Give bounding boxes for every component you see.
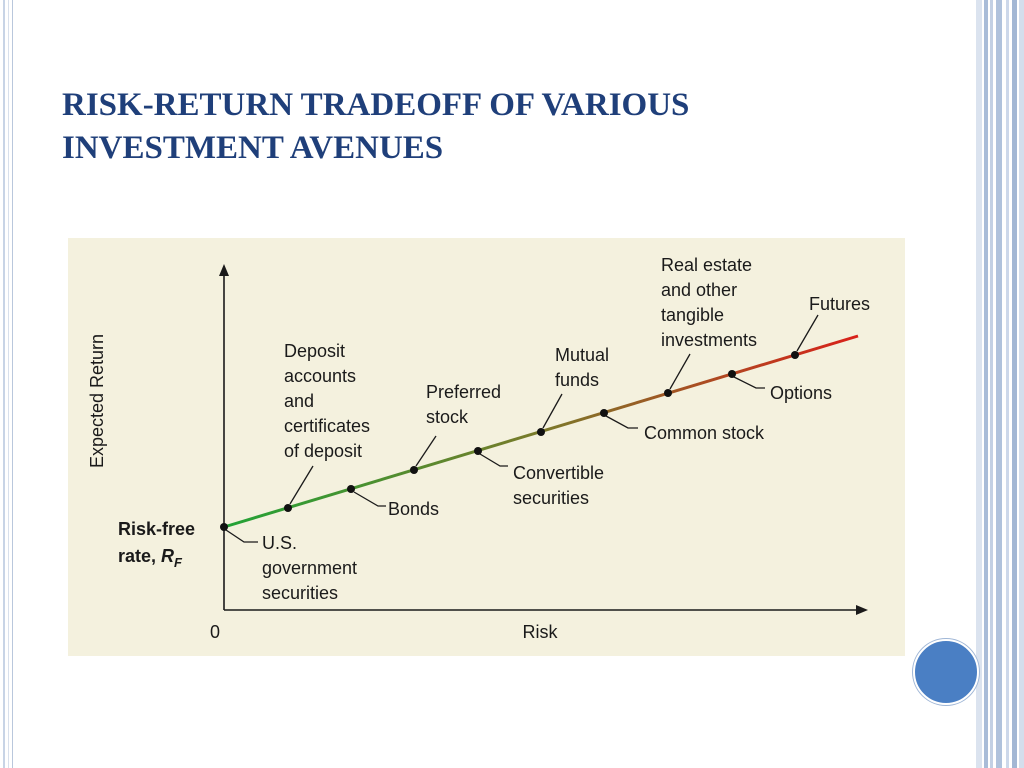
leader-real-estate bbox=[669, 353, 691, 390]
leader-options bbox=[733, 376, 765, 389]
leader-convertible bbox=[479, 453, 508, 467]
slide-title: RISK-RETURN TRADEOFF OF VARIOUS INVESTME… bbox=[62, 84, 862, 170]
risk-return-diagram: Expected Return Risk 0 Risk-free rate, R… bbox=[87, 255, 870, 642]
leader-common bbox=[605, 415, 638, 429]
right-frame-border bbox=[976, 0, 1024, 768]
point-common-stock bbox=[600, 409, 608, 417]
decorative-circle-icon bbox=[913, 639, 979, 705]
y-axis-label: Expected Return bbox=[87, 334, 107, 468]
left-frame-border bbox=[0, 0, 13, 768]
label-futures: Futures bbox=[809, 294, 870, 314]
point-preferred-stock bbox=[410, 466, 418, 474]
point-mutual-funds bbox=[537, 428, 545, 436]
point-deposit bbox=[284, 504, 292, 512]
leader-mutual bbox=[542, 393, 563, 429]
x-axis-label: Risk bbox=[523, 622, 559, 642]
slide-title-line-1: RISK-RETURN TRADEOFF OF VARIOUS bbox=[62, 87, 690, 123]
point-convertible bbox=[474, 447, 482, 455]
point-options bbox=[728, 370, 736, 378]
leader-futures bbox=[796, 314, 819, 352]
point-bonds bbox=[347, 485, 355, 493]
risk-return-figure: Expected Return Risk 0 Risk-free rate, R… bbox=[68, 238, 905, 656]
leader-preferred bbox=[415, 435, 437, 467]
leader-deposit bbox=[289, 465, 314, 505]
point-real-estate bbox=[664, 389, 672, 397]
label-options: Options bbox=[770, 383, 832, 403]
label-preferred: Preferred stock bbox=[426, 382, 506, 427]
leader-bonds bbox=[353, 491, 386, 507]
origin-label: 0 bbox=[210, 622, 220, 642]
leader-us-government bbox=[225, 529, 258, 543]
y-axis-arrow-icon bbox=[219, 264, 229, 276]
label-convertible: Convertible securities bbox=[513, 463, 609, 508]
label-real-estate: Real estate and other tangible investmen… bbox=[661, 255, 757, 350]
label-common: Common stock bbox=[644, 423, 765, 443]
x-axis-arrow-icon bbox=[856, 605, 868, 615]
point-futures bbox=[791, 351, 799, 359]
label-mutual: Mutual funds bbox=[555, 345, 614, 390]
label-us-government: U.S. government securities bbox=[262, 533, 362, 603]
label-bonds: Bonds bbox=[388, 499, 439, 519]
slide-title-line-2: INVESTMENT AVENUES bbox=[62, 129, 444, 166]
risk-free-label: Risk-free rate, RF bbox=[118, 519, 200, 570]
point-us-government bbox=[220, 523, 228, 531]
label-deposit: Deposit accounts and certificates of dep… bbox=[284, 341, 375, 461]
